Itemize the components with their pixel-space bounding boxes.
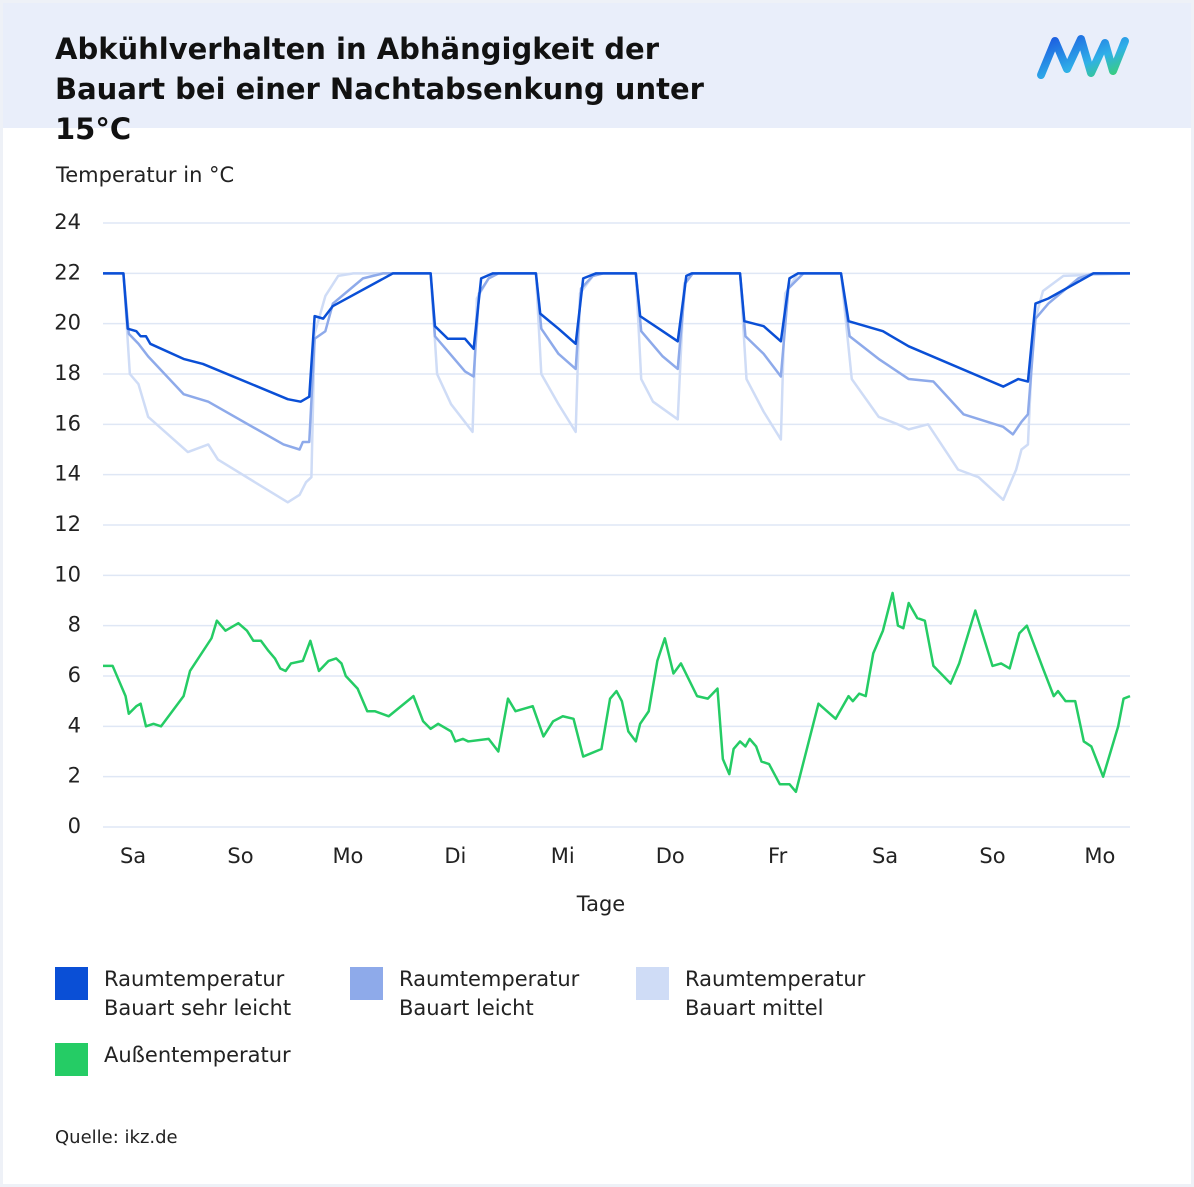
legend-swatch [636, 967, 669, 1000]
source: Quelle: ikz.de [55, 1127, 178, 1148]
y-axis-title: Temperatur in °C [55, 163, 234, 187]
x-tick-label: Fr [768, 844, 788, 868]
y-tick-label: 24 [54, 210, 81, 234]
y-tick-label: 0 [68, 814, 81, 838]
y-tick-label: 4 [68, 713, 81, 737]
x-tick-label: Mo [1084, 844, 1115, 868]
line [103, 272, 1130, 403]
line [103, 591, 1131, 794]
x-tick-label: So [979, 844, 1005, 868]
y-tick-label: 2 [68, 764, 81, 788]
legend-swatch [350, 967, 383, 1000]
x-tick-label: Sa [872, 844, 898, 868]
legend-label: Raumtemperatur Bauart leicht [399, 967, 580, 1020]
x-tick-label: So [227, 844, 253, 868]
y-tick-label: 8 [68, 613, 81, 637]
y-tick-label: 12 [54, 512, 81, 536]
chart: Temperatur in °C Tage 024681012141618202… [54, 163, 1131, 916]
legend-swatch [55, 967, 88, 1000]
legend-item: Raumtemperatur Bauart leicht [350, 965, 599, 1023]
legend-item: Außentemperatur [55, 1041, 304, 1076]
x-tick-label: Mi [551, 844, 575, 868]
y-tick-label: 20 [54, 311, 81, 335]
y-tick-label: 18 [54, 361, 81, 385]
legend-item: Raumtemperatur Bauart sehr leicht [55, 965, 304, 1023]
legend-swatch [55, 1043, 88, 1076]
x-tick-label: Di [444, 844, 466, 868]
x-tick-label: Do [656, 844, 685, 868]
chart-title: Abkühlverhalten in Abhängigkeit der Baua… [55, 32, 704, 146]
y-tick-label: 14 [54, 462, 81, 486]
x-tick-label: Mo [332, 844, 363, 868]
y-tick-label: 10 [54, 562, 81, 586]
x-tick-label: Sa [120, 844, 146, 868]
line [103, 272, 1130, 451]
logo [1037, 35, 1129, 79]
y-tick-label: 16 [54, 411, 81, 435]
x-axis-title: Tage [576, 892, 625, 916]
y-tick-label: 6 [68, 663, 81, 687]
y-tick-label: 22 [54, 260, 81, 284]
legend-label: Außentemperatur [104, 1043, 291, 1067]
line [103, 272, 1131, 504]
legend-label: Raumtemperatur Bauart sehr leicht [104, 967, 292, 1020]
legend-label: Raumtemperatur Bauart mittel [685, 967, 866, 1020]
header [3, 3, 1191, 128]
legend-item: Raumtemperatur Bauart mittel [636, 965, 885, 1023]
